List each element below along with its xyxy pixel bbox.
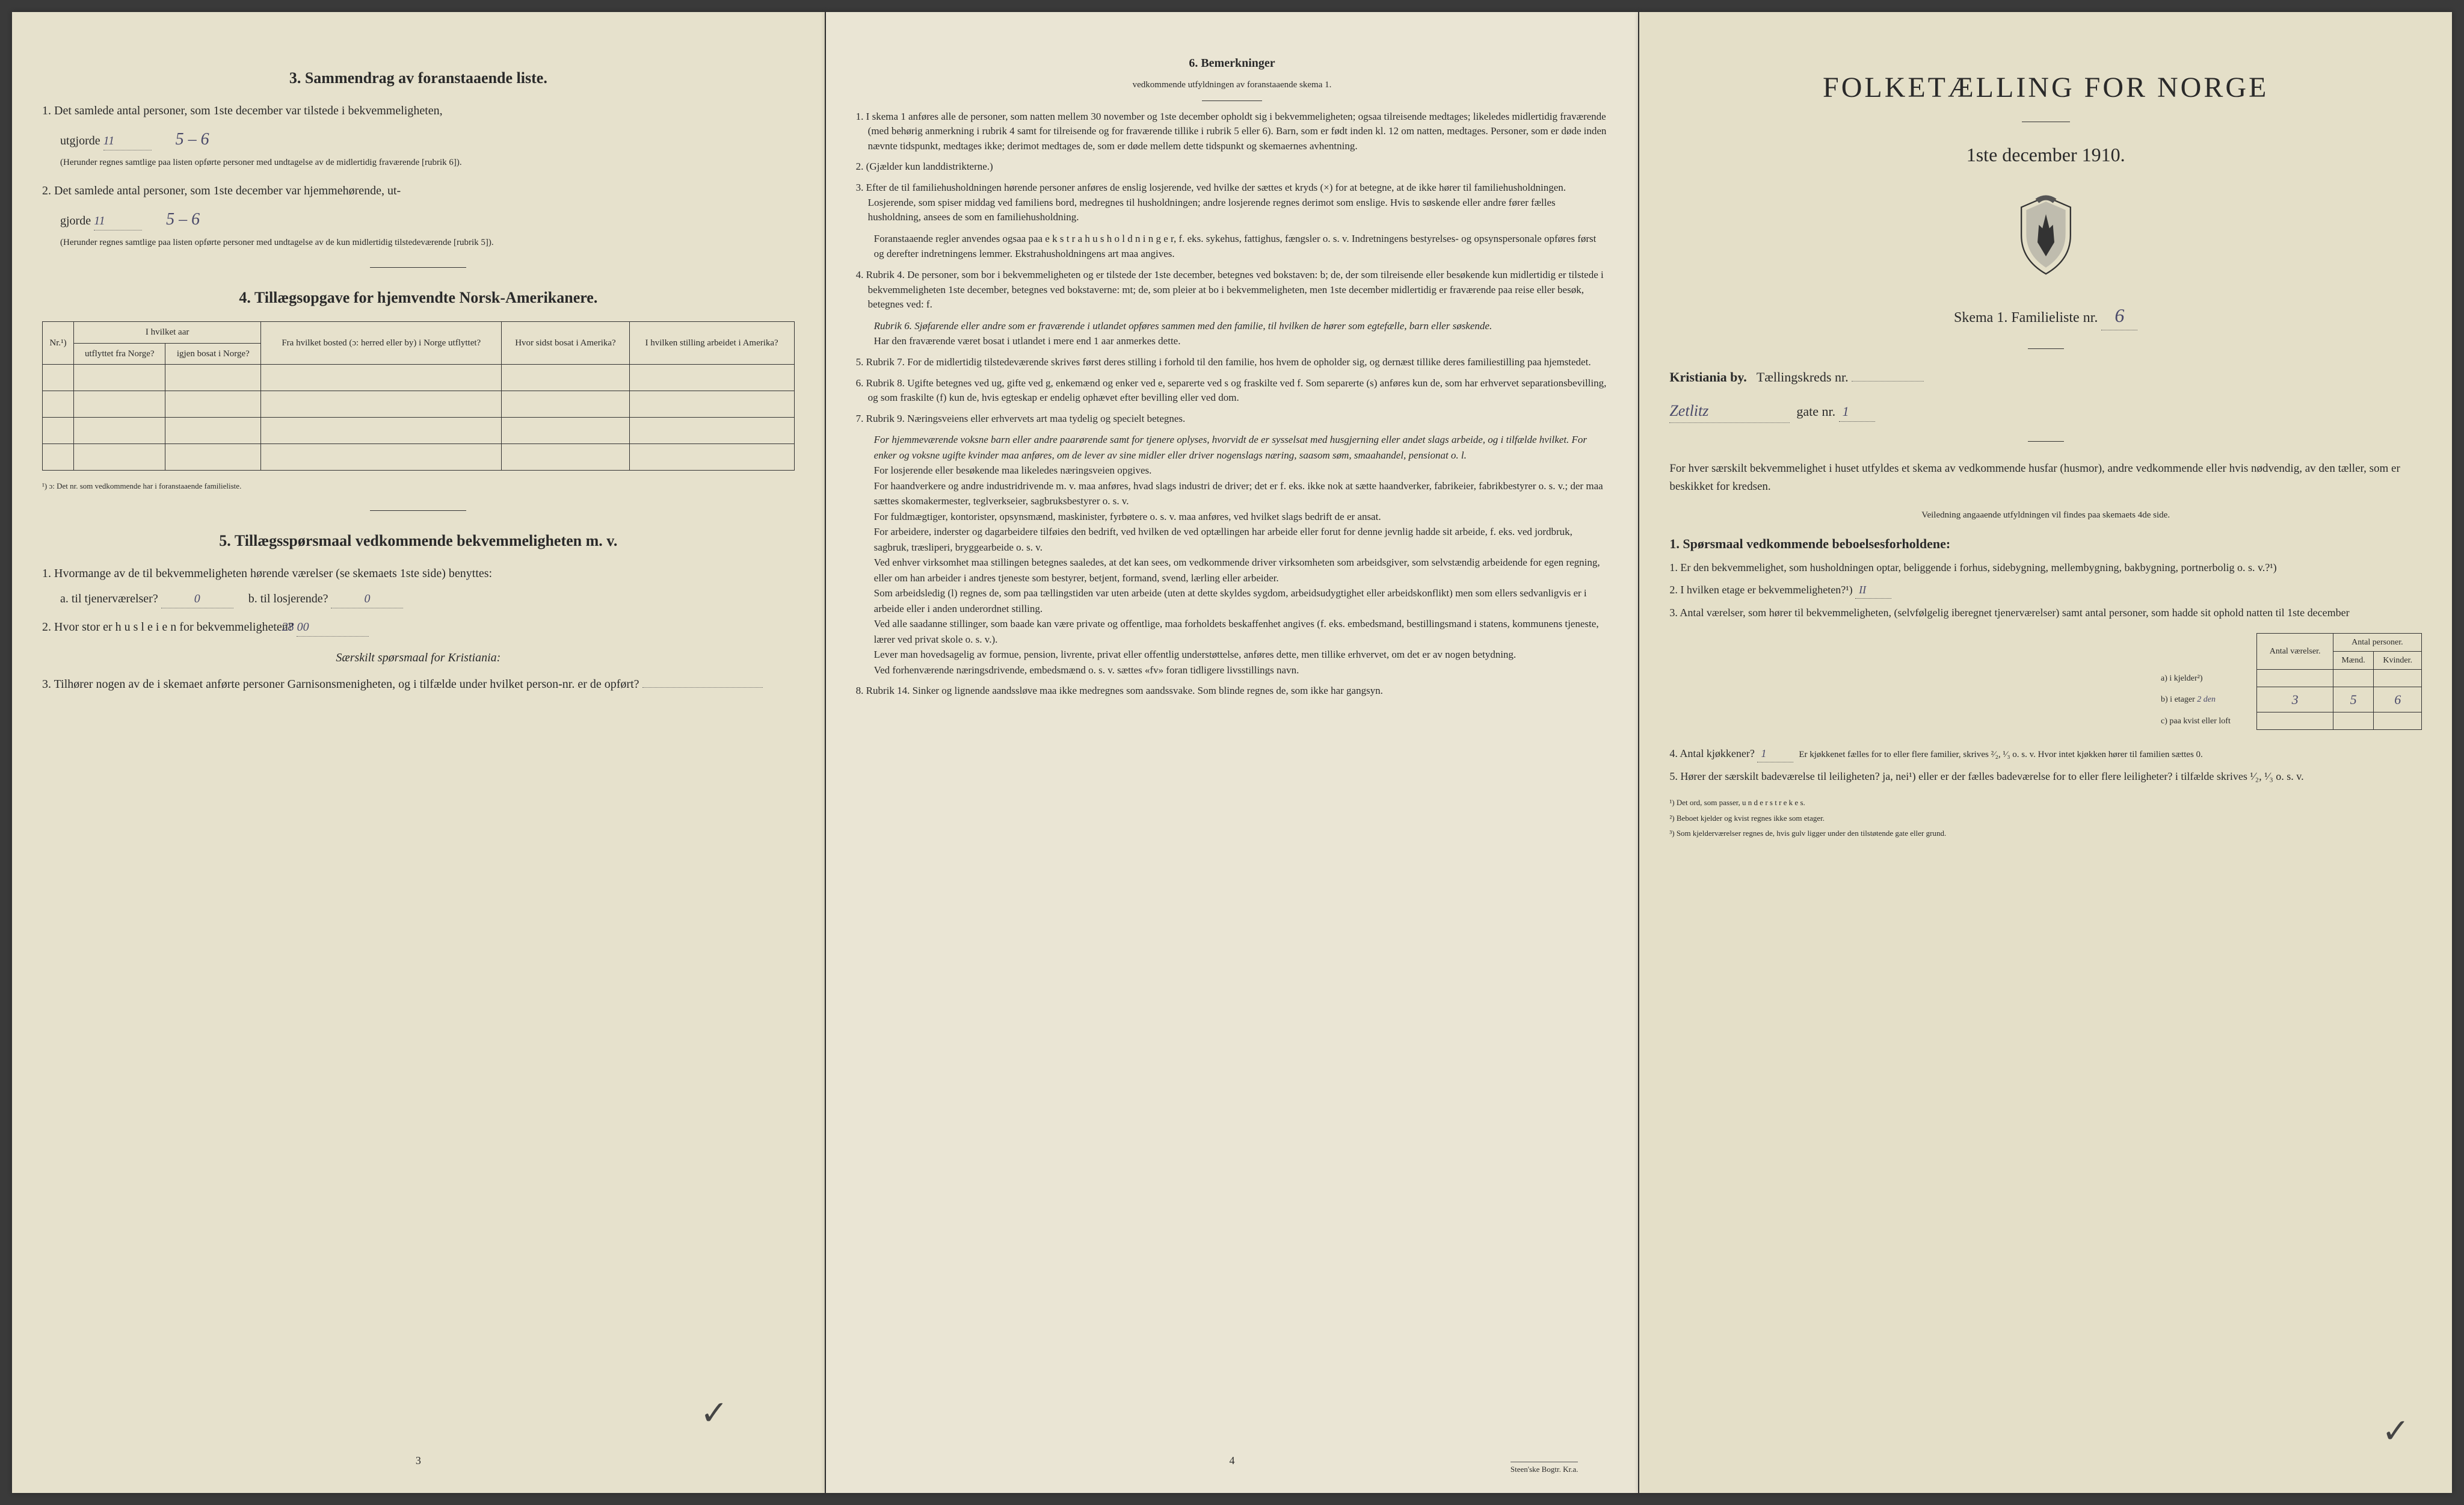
note-5: 5. Rubrik 7. For de midlertidig tilstede…: [856, 355, 1609, 370]
note-7i: Lever man hovedsagelig av formue, pensio…: [874, 647, 1609, 663]
note-7c: For haandverkere og andre industridriven…: [874, 478, 1609, 509]
note-3b: Foranstaaende regler anvendes ogsaa paa …: [874, 231, 1609, 262]
printer-credit: Steen'ske Bogtr. Kr.a.: [1511, 1462, 1578, 1476]
census-date: 1ste december 1910.: [1669, 140, 2422, 169]
q1-note: (Herunder regnes samtlige paa listen opf…: [60, 156, 795, 170]
table-row: [43, 444, 795, 471]
p3-q3: 3. Antal værelser, som hører til bekvemm…: [1669, 605, 2422, 621]
page-number: 4: [1230, 1453, 1235, 1469]
table4-footnote: ¹) ɔ: Det nr. som vedkommende har i fora…: [42, 480, 795, 492]
section-1-title: 1. Spørsmaal vedkommende beboelsesforhol…: [1669, 534, 2422, 554]
table-row: [43, 365, 795, 391]
note-7: 7. Rubrik 9. Næringsveiens eller erhverv…: [856, 412, 1609, 427]
men-count: 5: [2333, 687, 2374, 712]
familieliste-nr: 6: [2101, 301, 2137, 330]
divider: [1202, 100, 1262, 101]
s5-q1b-value: 0: [331, 590, 403, 608]
q1-text: 1. Det samlede antal personer, som 1ste …: [42, 102, 795, 120]
page-3: 3. Sammendrag av foranstaaende liste. 1.…: [12, 12, 825, 1493]
note-7h: Ved alle saadanne stillinger, som baade …: [874, 616, 1609, 647]
note-7j: Ved forhenværende næringsdrivende, embed…: [874, 663, 1609, 678]
q2-value2: 5 – 6: [166, 210, 200, 229]
schema-line: Skema 1. Familieliste nr. 6: [1669, 301, 2422, 330]
table-row: [43, 391, 795, 418]
rooms-count: 3: [2257, 687, 2333, 712]
note-4: 4. Rubrik 4. De personer, som bor i bekv…: [856, 268, 1609, 312]
street-line: Zetlitz gate nr. 1: [1669, 399, 2422, 423]
footnote-3: ³) Som kjelderværelser regnes de, hvis g…: [1669, 827, 2422, 839]
divider: [370, 267, 466, 268]
note-7g: Som arbeidsledig (l) regnes de, som paa …: [874, 586, 1609, 616]
page-1-cover: FOLKETÆLLING FOR NORGE 1ste december 191…: [1639, 12, 2452, 1493]
s5-q1: 1. Hvormange av de til bekvemmeligheten …: [42, 564, 795, 583]
note-7a: For hjemmeværende voksne barn eller andr…: [874, 432, 1609, 463]
footnote-2: ²) Beboet kjelder og kvist regnes ikke s…: [1669, 812, 2422, 824]
section-5-title: 5. Tillægsspørsmaal vedkommende bekvemme…: [42, 529, 795, 552]
rooms-persons-table: Antal værelser. Antal personer. Mænd. Kv…: [2157, 633, 2422, 730]
table-row: c) paa kvist eller loft: [2157, 712, 2422, 730]
p3-q5: 5. Hører der særskilt badeværelse til le…: [1669, 768, 2422, 785]
city-line: Kristiania by. Tællingskreds nr.: [1669, 367, 2422, 387]
section-6-title: 6. Bemerkninger: [856, 54, 1609, 72]
note-4b: Rubrik 6. Sjøfarende eller andre som er …: [874, 318, 1609, 334]
note-6: 6. Rubrik 8. Ugifte betegnes ved ug, gif…: [856, 376, 1609, 406]
women-count: 6: [2374, 687, 2422, 712]
p3-q2-value: II: [1855, 582, 1891, 599]
q2-note: (Herunder regnes samtlige paa listen opf…: [60, 236, 795, 250]
q1-value2: 5 – 6: [176, 130, 209, 149]
note-1: 1. I skema 1 anføres alle de personer, s…: [856, 110, 1609, 154]
section-6-sub: vedkommende utfyldningen av foranstaaend…: [856, 78, 1609, 92]
page-number: 3: [416, 1453, 421, 1469]
section-4-title: 4. Tillægsopgave for hjemvendte Norsk-Am…: [42, 286, 795, 309]
page-4: 6. Bemerkninger vedkommende utfyldningen…: [826, 12, 1639, 1493]
note-2: 2. (Gjælder kun landdistrikterne.): [856, 159, 1609, 175]
s5-q2-value: 28 00: [297, 618, 369, 637]
p3-q4-value: 1: [1757, 746, 1793, 762]
checkmark-icon: ✓: [700, 1388, 728, 1439]
note-8: 8. Rubrik 14. Sinker og lignende aandssl…: [856, 684, 1609, 699]
main-title: FOLKETÆLLING FOR NORGE: [1669, 66, 2422, 110]
gate-nr: 1: [1839, 401, 1875, 422]
p3-q4: 4. Antal kjøkkener? 1 Er kjøkkenet fælle…: [1669, 746, 2422, 762]
table-row: [43, 418, 795, 444]
divider: [370, 510, 466, 511]
footnote-1: ¹) Det ord, som passer, u n d e r s t r …: [1669, 797, 2422, 809]
q2-text: 2. Det samlede antal personer, som 1ste …: [42, 182, 795, 200]
census-document: 3. Sammendrag av foranstaaende liste. 1.…: [12, 12, 2452, 1493]
s5-subhead: Særskilt spørsmaal for Kristiania:: [42, 649, 795, 667]
section-3-title: 3. Sammendrag av foranstaaende liste.: [42, 66, 795, 90]
divider: [2028, 441, 2064, 442]
note-7b: For losjerende eller besøkende maa likel…: [874, 463, 1609, 478]
s5-q1a-value: 0: [161, 590, 233, 608]
note-4c: Har den fraværende været bosat i utlande…: [874, 333, 1609, 349]
table-norsk-amerikanere: Nr.¹) I hvilket aar Fra hvilket bosted (…: [42, 321, 795, 471]
divider: [2028, 348, 2064, 349]
instructions-2: Veiledning angaaende utfyldningen vil fi…: [1669, 508, 2422, 522]
note-3: 3. Efter de til familiehusholdningen hør…: [856, 181, 1609, 225]
note-7e: For arbeidere, inderster og dagarbeidere…: [874, 524, 1609, 555]
checkmark-icon: ✓: [2382, 1406, 2410, 1457]
p3-q2: 2. I hvilken etage er bekvemmeligheten?¹…: [1669, 582, 2422, 599]
coat-of-arms-icon: [1669, 193, 2422, 283]
instructions: For hver særskilt bekvemmelighet i huset…: [1669, 460, 2422, 496]
note-7f: Ved enhver virksomhet maa stillingen bet…: [874, 555, 1609, 586]
table-row: a) i kjelder²): [2157, 670, 2422, 687]
s5-q3: 3. Tilhører nogen av de i skemaet anført…: [42, 675, 795, 693]
street-name: Zetlitz: [1669, 399, 1790, 423]
p3-q1: 1. Er den bekvemmelighet, som husholdnin…: [1669, 560, 2422, 576]
q1-value: 11: [103, 132, 152, 150]
q2-value: 11: [94, 212, 142, 230]
note-7d: For fuldmægtiger, kontorister, opsynsmæn…: [874, 509, 1609, 525]
table-row: b) i etager 2 den 3 5 6: [2157, 687, 2422, 712]
